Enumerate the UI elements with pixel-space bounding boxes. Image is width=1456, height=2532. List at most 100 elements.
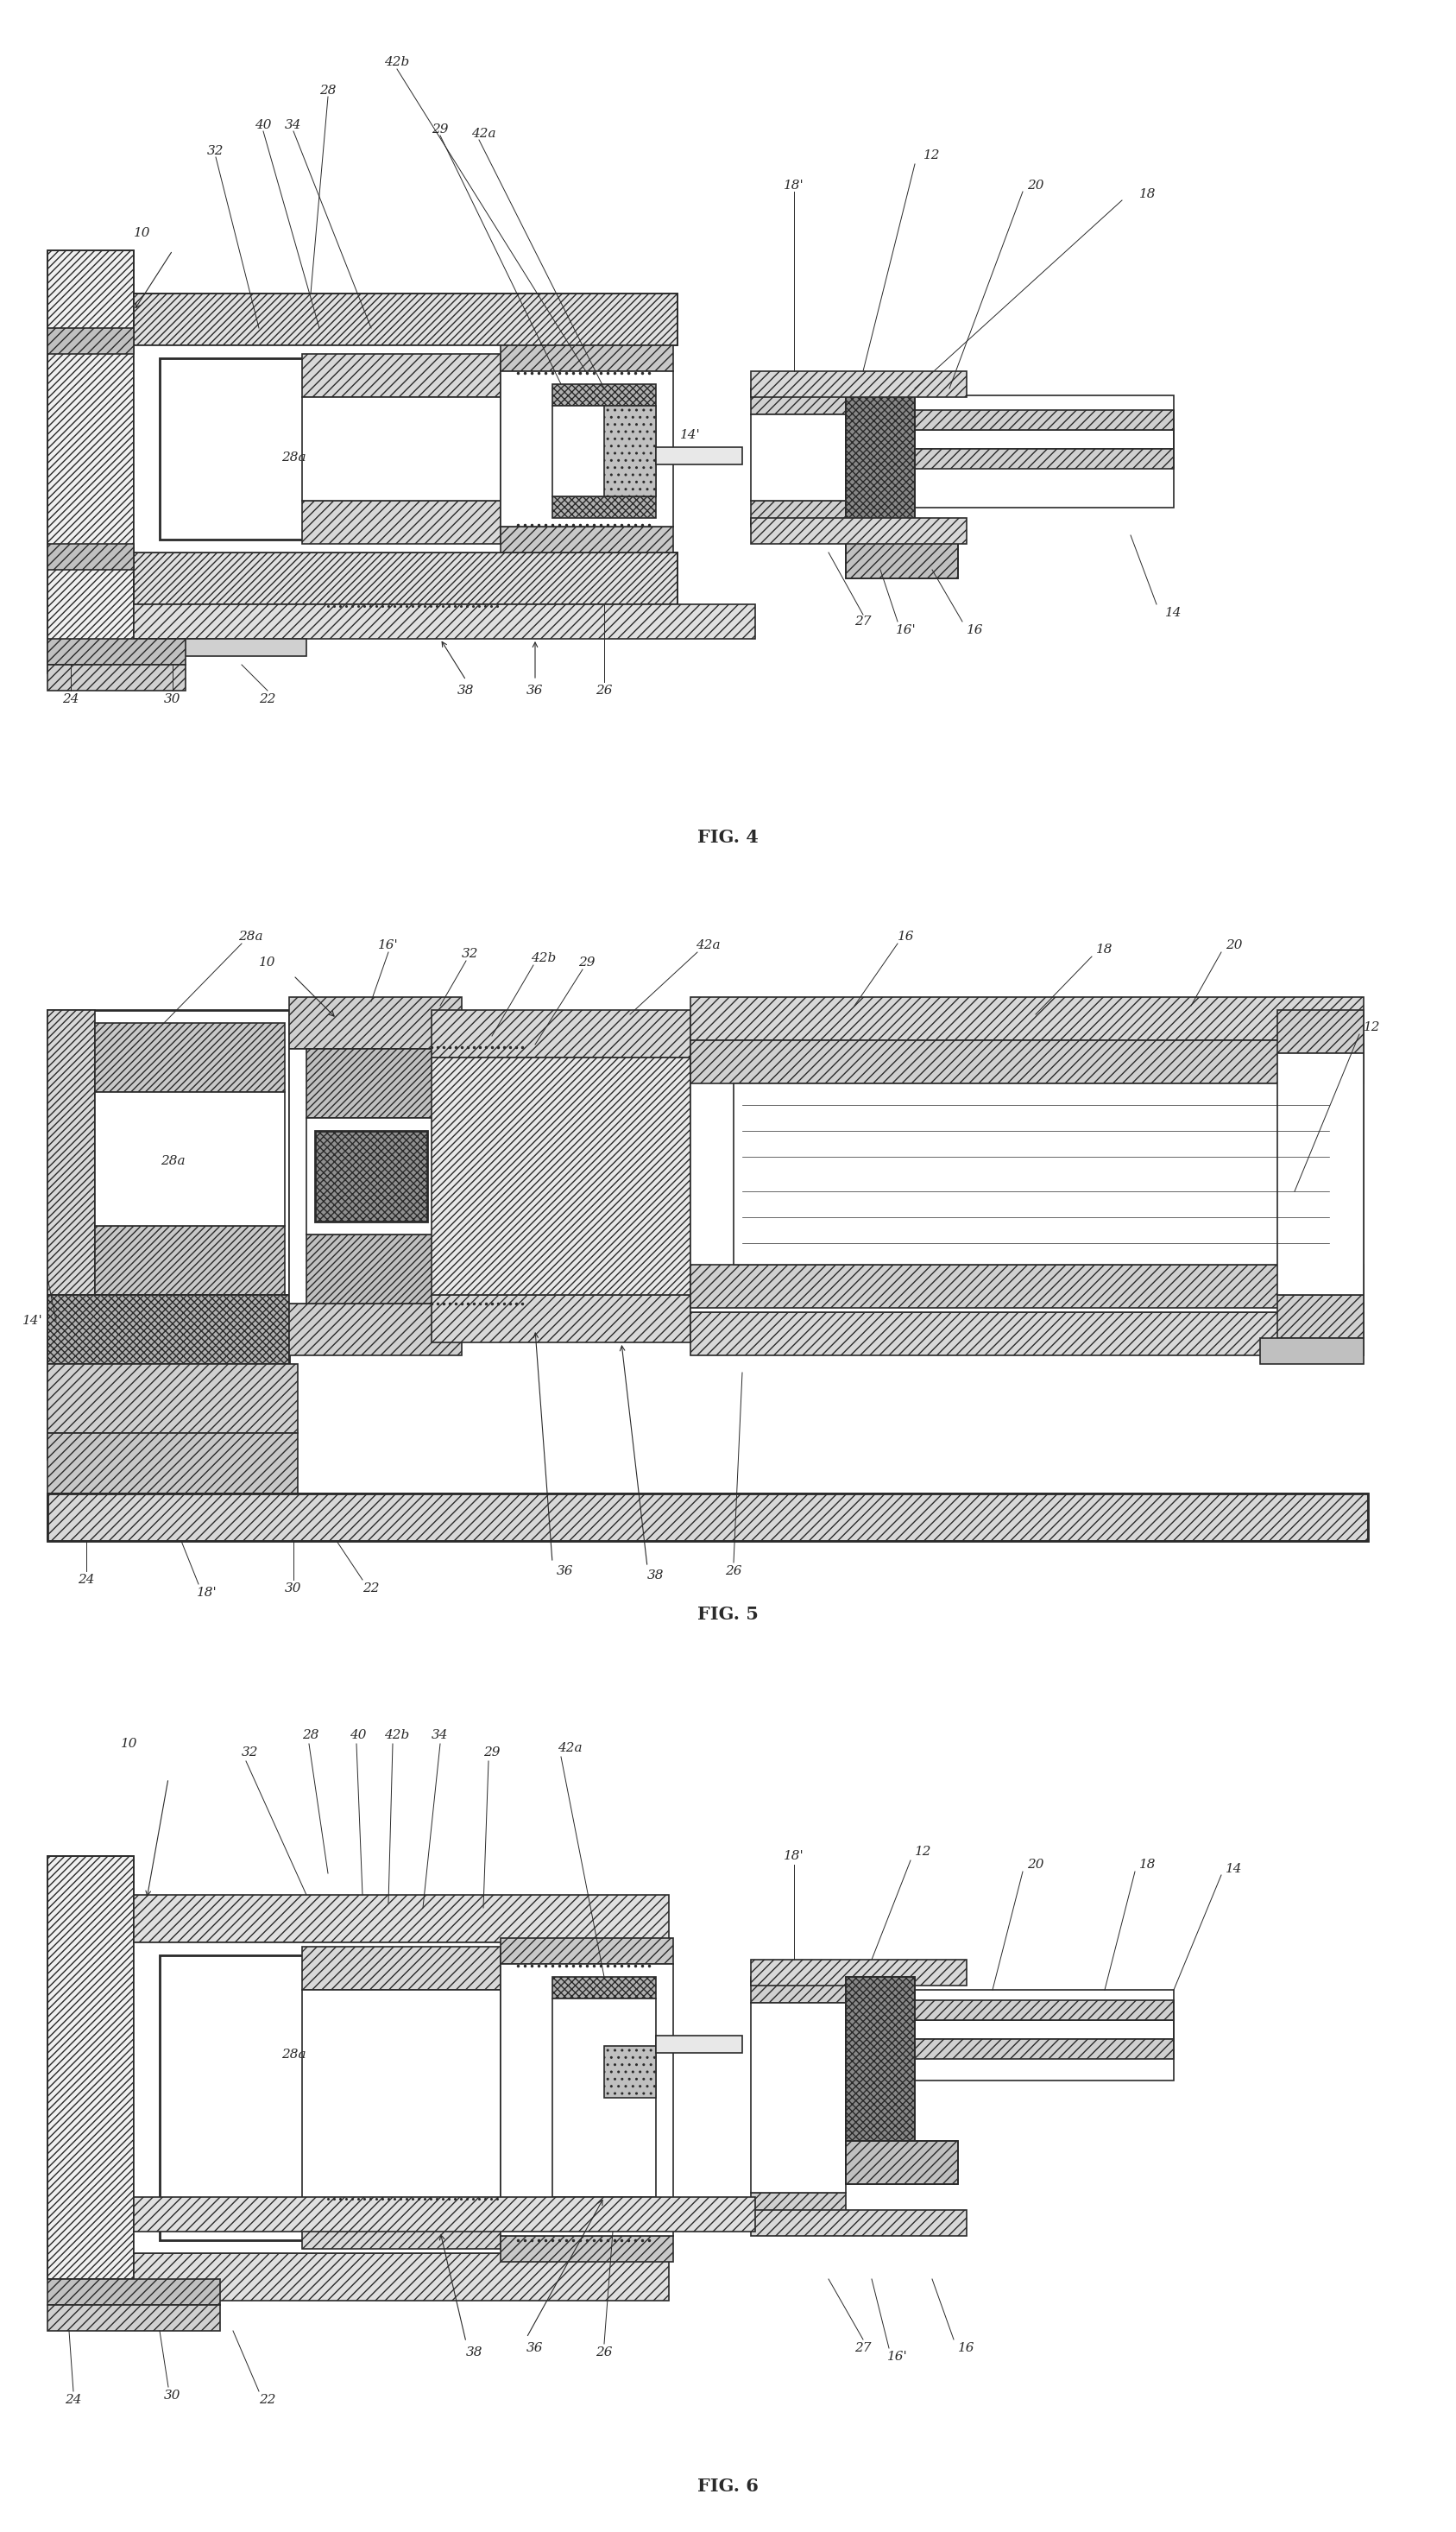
- Bar: [751, 2210, 967, 2236]
- Text: 42a: 42a: [470, 127, 495, 139]
- Bar: [690, 1312, 1364, 1355]
- Bar: [48, 1856, 134, 2279]
- Bar: [48, 1294, 290, 1365]
- Bar: [134, 344, 505, 552]
- Text: 20: 20: [1028, 1858, 1044, 1871]
- Bar: [690, 998, 1364, 1041]
- Text: 38: 38: [457, 684, 475, 696]
- Bar: [48, 1433, 298, 1494]
- Text: 14: 14: [1226, 1864, 1242, 1876]
- Text: 34: 34: [285, 119, 301, 132]
- Text: FIG. 5: FIG. 5: [697, 1605, 759, 1623]
- Bar: [134, 2253, 668, 2302]
- Text: 29: 29: [578, 957, 596, 970]
- Bar: [751, 501, 846, 527]
- Bar: [48, 251, 134, 674]
- Bar: [314, 1132, 427, 1220]
- Text: 26: 26: [596, 684, 613, 696]
- Bar: [48, 2304, 220, 2332]
- Text: 22: 22: [259, 694, 277, 706]
- Bar: [95, 1023, 285, 1091]
- Bar: [657, 448, 743, 463]
- Bar: [501, 1965, 673, 2236]
- Bar: [48, 251, 134, 674]
- Bar: [1259, 1337, 1364, 1365]
- Bar: [846, 534, 958, 577]
- Bar: [48, 2279, 220, 2304]
- Text: 14': 14': [680, 428, 700, 441]
- Bar: [552, 1977, 657, 1998]
- Bar: [846, 1977, 914, 2167]
- Text: 22: 22: [363, 1582, 380, 1595]
- Bar: [134, 638, 306, 656]
- Text: 27: 27: [855, 615, 872, 628]
- Text: 24: 24: [66, 2393, 82, 2405]
- Bar: [846, 387, 914, 527]
- Text: 20: 20: [1028, 180, 1044, 192]
- Bar: [914, 2021, 1174, 2038]
- Bar: [914, 395, 1174, 506]
- Bar: [48, 1365, 298, 1433]
- Bar: [501, 372, 673, 527]
- Bar: [501, 2210, 578, 2236]
- Bar: [751, 387, 846, 415]
- Bar: [552, 405, 657, 496]
- Text: 42b: 42b: [384, 1729, 409, 1742]
- Bar: [690, 1263, 1364, 1309]
- Bar: [1277, 1010, 1364, 1053]
- Text: 36: 36: [556, 1565, 574, 1577]
- Bar: [301, 398, 501, 501]
- Text: 38: 38: [466, 2347, 483, 2357]
- Bar: [134, 2198, 756, 2231]
- Bar: [134, 552, 677, 605]
- Text: 42a: 42a: [558, 1742, 582, 1755]
- Text: 42b: 42b: [531, 952, 556, 965]
- Text: 12: 12: [914, 1846, 932, 1858]
- Text: 14: 14: [1165, 608, 1182, 618]
- Bar: [95, 1091, 285, 1225]
- Bar: [160, 357, 479, 539]
- Text: 36: 36: [527, 2342, 543, 2355]
- Bar: [134, 294, 677, 344]
- Text: 16: 16: [898, 932, 914, 942]
- Text: 16': 16': [379, 939, 399, 952]
- Text: 30: 30: [165, 694, 181, 706]
- Bar: [657, 2036, 743, 2053]
- Text: 28: 28: [303, 1729, 319, 1742]
- Bar: [431, 1010, 690, 1058]
- Bar: [301, 354, 501, 398]
- Bar: [48, 329, 134, 354]
- Bar: [751, 2003, 846, 2193]
- Text: 16: 16: [958, 2342, 976, 2355]
- Bar: [846, 2142, 958, 2185]
- Bar: [501, 344, 673, 372]
- Bar: [914, 448, 1174, 468]
- Text: 18: 18: [1096, 944, 1114, 955]
- Text: FIG. 6: FIG. 6: [697, 2479, 759, 2494]
- Text: 32: 32: [242, 1747, 259, 1760]
- Text: 18': 18': [783, 1851, 804, 1861]
- Bar: [751, 519, 967, 544]
- Bar: [501, 2236, 673, 2261]
- Text: 20: 20: [1226, 939, 1242, 952]
- Bar: [48, 544, 134, 570]
- Text: 32: 32: [462, 947, 479, 960]
- Bar: [846, 2142, 958, 2185]
- Bar: [1277, 1294, 1364, 1337]
- Bar: [751, 1977, 846, 2003]
- Text: 28a: 28a: [237, 932, 262, 942]
- Bar: [501, 1937, 673, 1965]
- Bar: [134, 294, 677, 344]
- Bar: [306, 1119, 444, 1236]
- Bar: [604, 405, 657, 496]
- Bar: [914, 430, 1174, 448]
- Bar: [690, 1041, 1364, 1084]
- Bar: [48, 666, 185, 691]
- Bar: [1277, 1053, 1364, 1294]
- Text: 32: 32: [207, 144, 224, 157]
- Bar: [501, 501, 578, 527]
- Text: 38: 38: [648, 1570, 664, 1582]
- Text: 34: 34: [432, 1729, 448, 1742]
- Bar: [690, 1041, 1364, 1312]
- Text: 42b: 42b: [384, 56, 409, 68]
